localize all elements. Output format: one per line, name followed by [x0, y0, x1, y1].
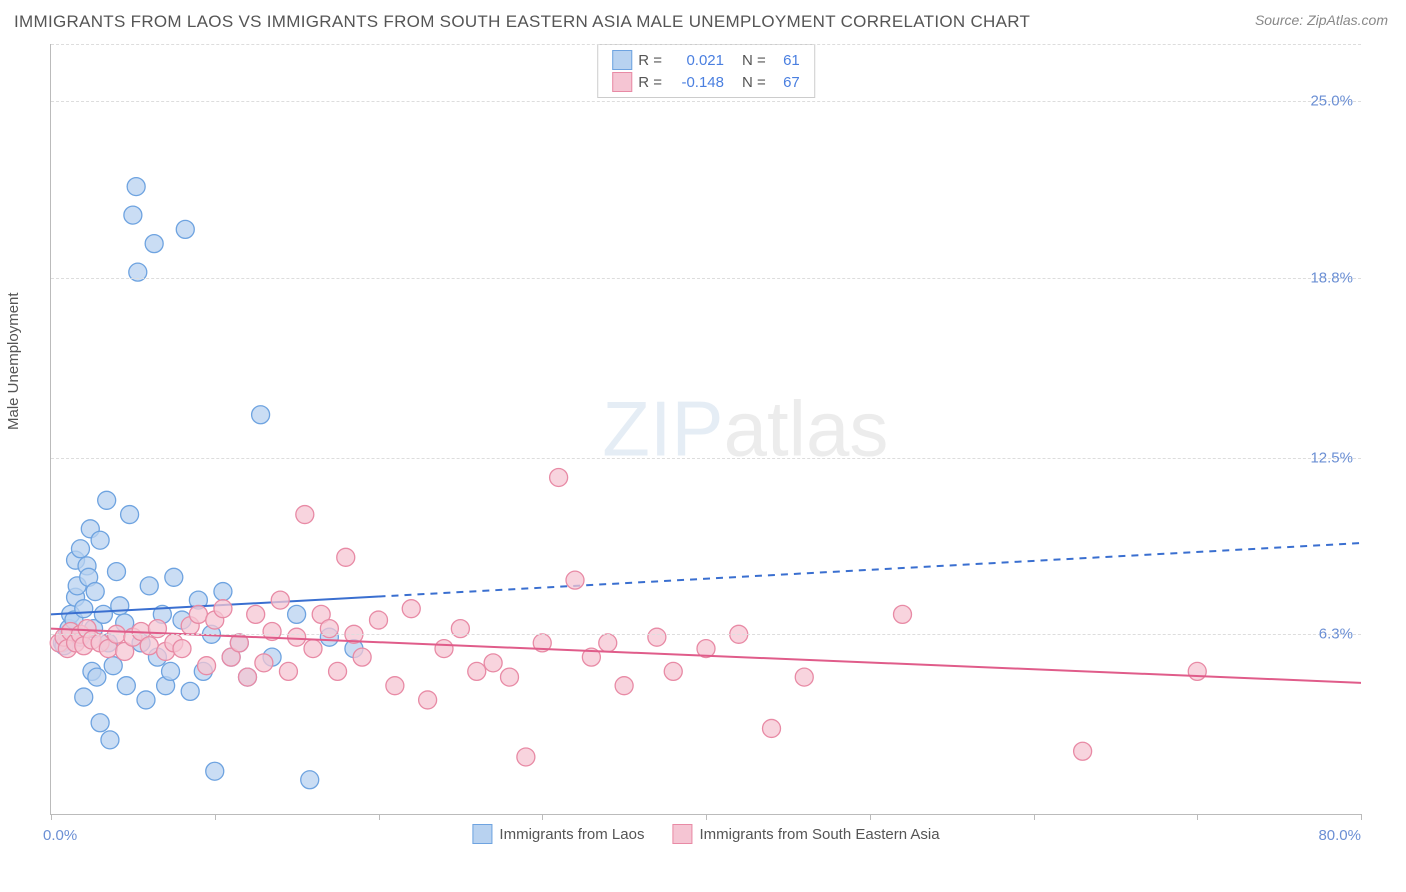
scatter-point: [140, 577, 158, 595]
scatter-point: [121, 506, 139, 524]
scatter-point: [111, 597, 129, 615]
x-tick: [1197, 814, 1198, 820]
scatter-point: [173, 640, 191, 658]
scatter-point: [337, 548, 355, 566]
scatter-point: [402, 600, 420, 618]
scatter-point: [101, 731, 119, 749]
scatter-point: [599, 634, 617, 652]
scatter-point: [255, 654, 273, 672]
scatter-point: [304, 640, 322, 658]
scatter-point: [795, 668, 813, 686]
scatter-point: [1188, 662, 1206, 680]
scatter-point: [124, 206, 142, 224]
scatter-point: [206, 762, 224, 780]
scatter-point: [1074, 742, 1092, 760]
gridline: [51, 458, 1361, 459]
x-tick: [1034, 814, 1035, 820]
scatter-point: [301, 771, 319, 789]
source-attribution: Source: ZipAtlas.com: [1255, 12, 1388, 28]
scatter-point: [181, 682, 199, 700]
chart-container: IMMIGRANTS FROM LAOS VS IMMIGRANTS FROM …: [0, 0, 1406, 892]
scatter-point: [94, 605, 112, 623]
scatter-point: [288, 605, 306, 623]
scatter-point: [75, 600, 93, 618]
series-legend-item: Immigrants from Laos: [472, 824, 644, 844]
gridline: [51, 634, 1361, 635]
scatter-point: [91, 531, 109, 549]
scatter-point: [288, 628, 306, 646]
scatter-point: [214, 600, 232, 618]
scatter-point: [517, 748, 535, 766]
plot-area: ZIPatlas R =0.021N =61R =-0.148N =67 0.0…: [50, 44, 1361, 815]
y-tick-label: 12.5%: [1310, 449, 1353, 466]
scatter-point: [386, 677, 404, 695]
x-tick: [1361, 814, 1362, 820]
scatter-point: [252, 406, 270, 424]
scatter-point: [117, 677, 135, 695]
scatter-point: [353, 648, 371, 666]
scatter-point: [435, 640, 453, 658]
scatter-point: [198, 657, 216, 675]
scatter-point: [88, 668, 106, 686]
scatter-point: [615, 677, 633, 695]
scatter-point: [419, 691, 437, 709]
x-tick: [215, 814, 216, 820]
x-axis-min-label: 0.0%: [43, 827, 77, 844]
scatter-point: [370, 611, 388, 629]
scatter-point: [247, 605, 265, 623]
x-tick: [706, 814, 707, 820]
scatter-point: [162, 662, 180, 680]
scatter-point: [165, 568, 183, 586]
scatter-point: [127, 178, 145, 196]
scatter-point: [763, 719, 781, 737]
scatter-point: [648, 628, 666, 646]
x-tick: [51, 814, 52, 820]
scatter-point: [145, 235, 163, 253]
legend-swatch: [472, 824, 492, 844]
scatter-svg: [51, 44, 1361, 814]
scatter-point: [296, 506, 314, 524]
scatter-point: [501, 668, 519, 686]
scatter-point: [214, 583, 232, 601]
scatter-point: [239, 668, 257, 686]
y-tick-label: 25.0%: [1310, 93, 1353, 110]
series-legend-item: Immigrants from South Eastern Asia: [672, 824, 939, 844]
scatter-point: [484, 654, 502, 672]
trend-line-extrapolated: [379, 543, 1362, 596]
scatter-point: [566, 571, 584, 589]
scatter-point: [894, 605, 912, 623]
scatter-point: [550, 468, 568, 486]
gridline: [51, 278, 1361, 279]
scatter-point: [176, 220, 194, 238]
series-legend-label: Immigrants from South Eastern Asia: [699, 826, 939, 843]
scatter-point: [271, 591, 289, 609]
scatter-point: [108, 563, 126, 581]
x-tick: [542, 814, 543, 820]
scatter-point: [86, 583, 104, 601]
scatter-point: [75, 688, 93, 706]
scatter-point: [98, 491, 116, 509]
scatter-point: [329, 662, 347, 680]
scatter-point: [664, 662, 682, 680]
series-legend: Immigrants from Laos Immigrants from Sout…: [472, 824, 939, 844]
scatter-point: [71, 540, 89, 558]
scatter-point: [137, 691, 155, 709]
y-axis-label: Male Unemployment: [5, 292, 22, 430]
y-tick-label: 18.8%: [1310, 269, 1353, 286]
scatter-point: [91, 714, 109, 732]
scatter-point: [468, 662, 486, 680]
scatter-point: [189, 605, 207, 623]
chart-title: IMMIGRANTS FROM LAOS VS IMMIGRANTS FROM …: [14, 12, 1030, 32]
x-tick: [379, 814, 380, 820]
x-tick: [870, 814, 871, 820]
y-tick-label: 6.3%: [1319, 626, 1353, 643]
gridline: [51, 44, 1361, 45]
scatter-point: [140, 637, 158, 655]
x-axis-max-label: 80.0%: [1318, 827, 1361, 844]
series-legend-label: Immigrants from Laos: [499, 826, 644, 843]
scatter-point: [279, 662, 297, 680]
gridline: [51, 101, 1361, 102]
legend-swatch: [672, 824, 692, 844]
